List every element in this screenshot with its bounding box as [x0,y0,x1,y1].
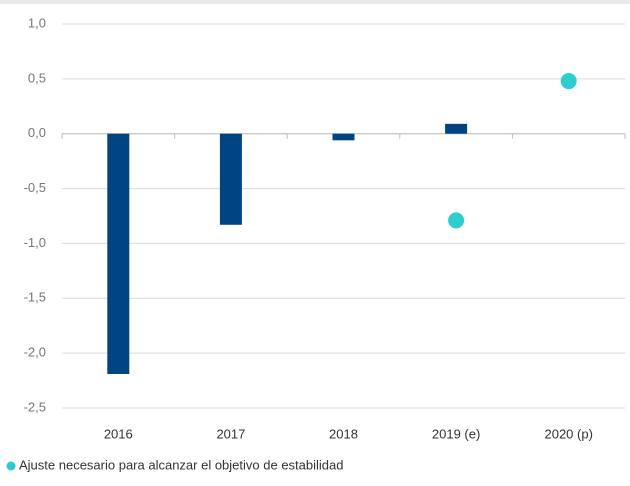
point [448,212,465,229]
point [560,73,577,90]
bar [445,123,468,134]
legend-marker [6,461,16,471]
y-tick-label: -1,0 [24,235,46,250]
y-tick-label: -2,5 [24,399,46,414]
y-tick-label: -2,0 [24,345,46,360]
y-tick-label: 1,0 [28,15,46,30]
y-tick-label: 0,0 [28,125,46,140]
y-tick-label: -0,5 [24,180,46,195]
x-tick-label: 2016 [104,426,133,441]
x-tick-label: 2018 [329,426,358,441]
bar [332,133,355,141]
x-tick-label: 2017 [216,426,245,441]
x-tick-label: 2019 (e) [432,426,480,441]
top-strip [0,0,630,4]
bar [107,133,130,374]
y-tick-label: -1,5 [24,290,46,305]
legend-label: Ajuste necesario para alcanzar el objeti… [19,457,343,472]
bar [219,133,242,225]
x-tick-label: 2020 (p) [544,426,592,441]
y-tick-label: 0,5 [28,70,46,85]
